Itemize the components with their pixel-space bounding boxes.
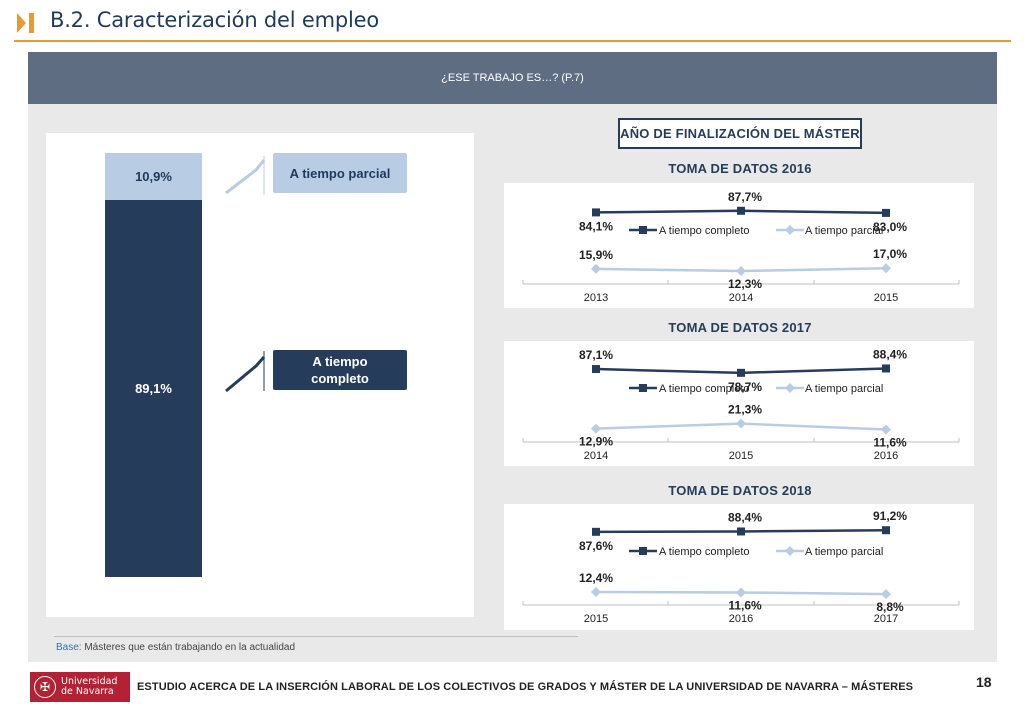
data-point: [737, 368, 745, 377]
data-point: [881, 424, 891, 435]
data-point: [736, 587, 746, 598]
line-chart-svg: 2014 2015 2016 87,1% 78,7% 88,4% 12,9% 21,3% 11,…: [522, 347, 960, 462]
title-divider: [14, 40, 1011, 42]
data-point: [592, 527, 600, 536]
university-logo: ✠ Universidad de Navarra: [30, 672, 130, 702]
data-label: 87,1%: [579, 348, 613, 362]
data-point: [737, 206, 745, 215]
data-label: 88,4%: [873, 347, 907, 361]
data-label: 15,9%: [579, 248, 613, 262]
legend-label-parcial: A tiempo parcial: [805, 225, 883, 237]
legend-marker-parcial: [785, 546, 795, 556]
data-label: 11,6%: [873, 435, 907, 449]
data-point: [591, 423, 601, 434]
data-point: [882, 364, 890, 373]
x-tick-label: 2014: [584, 450, 608, 462]
data-label: 8,8%: [876, 600, 904, 614]
line-chart-2018: 2015 2016 2017 87,6% 88,4% 91,2% 12,4% 11,6% 8,8…: [504, 504, 974, 630]
chevron-logo-icon: [17, 13, 34, 33]
data-point: [591, 586, 601, 597]
page-number: 18: [976, 674, 992, 690]
data-point: [592, 208, 600, 217]
data-label: 87,6%: [579, 539, 613, 553]
legend-marker-completo: [639, 384, 647, 392]
x-tick-label: 2016: [874, 450, 898, 462]
line-chart-svg: 2013 2014 2015 84,1% 87,7% 83,0% 15,9% 12,3% 17,…: [522, 190, 960, 304]
data-label: 11,6%: [728, 598, 762, 612]
data-label: 78,7%: [728, 380, 762, 394]
data-label: 17,0%: [873, 247, 907, 261]
data-point: [736, 266, 746, 277]
bar-segment-parcial: 10,9%: [105, 153, 202, 200]
x-tick-label: 2017: [874, 613, 898, 625]
data-label: 12,3%: [728, 277, 762, 291]
x-tick-label: 2015: [584, 613, 608, 625]
data-point: [881, 263, 891, 274]
data-label: 88,4%: [728, 510, 762, 524]
data-point: [736, 418, 746, 429]
legend-label-parcial: A tiempo parcial: [805, 546, 883, 558]
x-tick-label: 2014: [729, 292, 753, 304]
x-tick-label: 2016: [729, 613, 753, 625]
legend-marker-parcial: [785, 225, 795, 235]
footer-study-title: ESTUDIO ACERCA DE LA INSERCIÓN LABORAL D…: [137, 681, 914, 693]
data-label: 12,9%: [579, 435, 613, 449]
legend-completo: A tiempo completo: [273, 350, 407, 390]
data-label: 21,3%: [728, 403, 762, 417]
legend-completo-text: A tiempo completo: [311, 354, 369, 386]
legend-parcial: A tiempo parcial: [273, 153, 407, 193]
chart-title-2018: TOMA DE DATOS 2018: [668, 483, 812, 498]
data-label: 84,1%: [579, 219, 613, 233]
legend-label-completo: A tiempo completo: [659, 225, 750, 237]
connector-parcial: [225, 159, 266, 195]
connector-completo: [225, 356, 266, 393]
data-label: 83,0%: [873, 220, 907, 234]
legend-marker-completo: [639, 547, 647, 555]
data-point: [737, 527, 745, 536]
page-title: B.2. Caracterización del empleo: [50, 8, 379, 32]
bar-segment-completo: 89,1%: [105, 200, 202, 577]
university-name: Universidad de Navarra: [61, 676, 118, 697]
data-label: 12,4%: [579, 571, 613, 585]
x-tick-label: 2013: [584, 292, 608, 304]
legend-marker-parcial: [785, 383, 795, 393]
legend-label-completo: A tiempo completo: [659, 546, 750, 558]
year-of-completion-heading: AÑO DE FINALIZACIÓN DEL MÁSTER: [618, 118, 862, 149]
x-tick-label: 2015: [729, 450, 753, 462]
line-chart-2017: 2014 2015 2016 87,1% 78,7% 88,4% 12,9% 21,3% 11,…: [504, 341, 974, 466]
data-label: 91,2%: [873, 509, 907, 523]
university-seal-icon: ✠: [34, 676, 56, 698]
question-heading: ¿ESE TRABAJO ES…? (P.7): [28, 52, 997, 104]
line-chart-2016: 2013 2014 2015 84,1% 87,7% 83,0% 15,9% 12,3% 17,…: [504, 183, 974, 308]
legend-marker-completo: [639, 226, 647, 234]
data-point: [882, 526, 890, 535]
chart-title-2016: TOMA DE DATOS 2016: [668, 161, 812, 176]
data-label: 87,7%: [728, 190, 762, 204]
data-point: [592, 365, 600, 374]
legend-label-completo: A tiempo completo: [659, 383, 750, 395]
data-point: [882, 208, 890, 217]
line-chart-svg: 2015 2016 2017 87,6% 88,4% 91,2% 12,4% 11,6% 8,8…: [522, 509, 960, 625]
base-note: Base: Másteres que están trabajando en l…: [56, 642, 296, 653]
legend-label-parcial: A tiempo parcial: [805, 383, 883, 395]
data-point: [881, 589, 891, 600]
chart-title-2017: TOMA DE DATOS 2017: [668, 320, 812, 335]
base-divider: [54, 636, 578, 637]
data-point: [591, 263, 601, 274]
x-tick-label: 2015: [874, 292, 898, 304]
